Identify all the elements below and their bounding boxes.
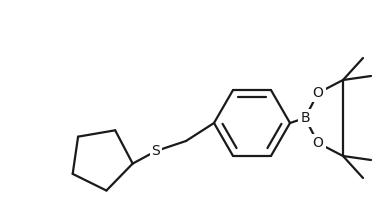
Text: O: O bbox=[313, 86, 323, 100]
Text: S: S bbox=[152, 144, 160, 158]
Text: O: O bbox=[313, 136, 323, 150]
Text: B: B bbox=[300, 111, 310, 125]
